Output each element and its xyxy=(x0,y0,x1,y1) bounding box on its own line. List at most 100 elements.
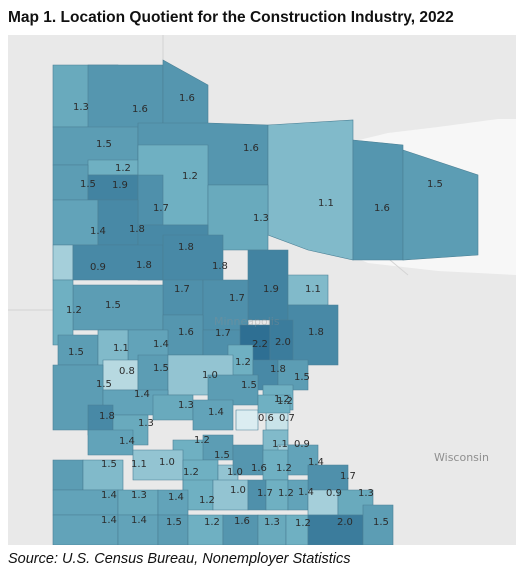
county-lq-label: 1.6 xyxy=(178,327,194,338)
county-lq-label: 1.5 xyxy=(214,450,230,461)
county-lq-label: 1.5 xyxy=(166,517,182,528)
county-lq-label: 1.7 xyxy=(215,328,231,339)
map-title: Map 1. Location Quotient for the Constru… xyxy=(8,9,454,26)
county-lq-label: 1.7 xyxy=(153,203,169,214)
county-region[interactable] xyxy=(235,409,259,431)
county-lq-label: 0.9 xyxy=(326,488,342,499)
county-lq-label: 1.2 xyxy=(115,163,131,174)
county-region[interactable] xyxy=(97,199,139,246)
county-lq-label: 1.3 xyxy=(73,102,89,113)
county-lq-label: 1.6 xyxy=(374,203,390,214)
county-lq-label: 1.2 xyxy=(274,394,290,405)
county-layer xyxy=(52,59,479,545)
county-lq-label: 1.2 xyxy=(194,435,210,446)
county-lq-label: 1.9 xyxy=(263,284,279,295)
county-lq-label: 1.6 xyxy=(132,104,148,115)
county-lq-label: 1.3 xyxy=(264,517,280,528)
county-lq-label: 1.7 xyxy=(174,284,190,295)
county-lq-label: 1.4 xyxy=(308,457,324,468)
county-lq-label: 1.5 xyxy=(80,179,96,190)
county-lq-label: 1.0 xyxy=(227,467,243,478)
county-region[interactable] xyxy=(222,514,259,545)
wisconsin-label: Wisconsin xyxy=(434,451,489,464)
county-region[interactable] xyxy=(117,514,159,545)
county-lq-label: 1.5 xyxy=(101,459,117,470)
county-region[interactable] xyxy=(267,119,354,261)
county-lq-label: 1.3 xyxy=(131,490,147,501)
county-region[interactable] xyxy=(277,359,309,391)
minneapolis-watermark: Minneapolis xyxy=(214,315,280,328)
county-lq-label: 2.2 xyxy=(252,339,268,350)
county-lq-label: 1.5 xyxy=(373,517,389,528)
county-lq-label: 1.4 xyxy=(101,515,117,526)
county-lq-label: 1.1 xyxy=(305,284,321,295)
county-lq-label: 1.1 xyxy=(113,343,129,354)
county-lq-label: 1.4 xyxy=(131,515,147,526)
county-lq-label: 1.6 xyxy=(179,93,195,104)
county-region[interactable] xyxy=(52,199,99,246)
county-lq-label: 2.0 xyxy=(337,517,353,528)
county-lq-label: 1.2 xyxy=(295,518,311,529)
county-lq-label: 1.2 xyxy=(278,488,294,499)
county-lq-label: 1.8 xyxy=(270,364,286,375)
county-lq-label: 1.4 xyxy=(101,490,117,501)
county-region[interactable] xyxy=(52,244,74,281)
county-region[interactable] xyxy=(137,174,164,226)
county-lq-label: 1.5 xyxy=(96,139,112,150)
county-region[interactable] xyxy=(52,514,119,545)
county-region[interactable] xyxy=(362,504,394,545)
county-lq-label: 1.7 xyxy=(229,293,245,304)
county-value-labels: 1.3 1.61.61.5 1.61.21.21.5 1.91.1 1.61.51.71… xyxy=(66,93,443,529)
county-region[interactable] xyxy=(257,514,287,545)
county-region[interactable] xyxy=(307,514,364,545)
county-lq-label: 1.2 xyxy=(199,495,215,506)
county-lq-label: 1.3 xyxy=(358,488,374,499)
county-lq-label: 1.5 xyxy=(294,372,310,383)
county-lq-label: 1.7 xyxy=(257,488,273,499)
county-lq-label: 1.4 xyxy=(119,436,135,447)
county-lq-label: 1.2 xyxy=(235,357,251,368)
county-lq-label: 0.7 xyxy=(279,413,295,424)
county-lq-label: 1.8 xyxy=(178,242,194,253)
county-lq-label: 1.1 xyxy=(272,439,288,450)
county-lq-label: 1.0 xyxy=(159,457,175,468)
county-lq-label: 1.5 xyxy=(105,300,121,311)
county-lq-label: 1.1 xyxy=(318,198,334,209)
minnesota-county-map[interactable]: Wisconsin Minneapolis 1.3 1.6 1.6 1.5 1.6 1.2… xyxy=(8,35,516,545)
county-lq-label: 1.4 xyxy=(208,407,224,418)
county-lq-label: 0.6 xyxy=(258,413,274,424)
county-region[interactable] xyxy=(157,514,189,545)
county-region[interactable] xyxy=(187,514,224,545)
county-lq-label: 1.2 xyxy=(277,396,293,407)
county-lq-label: 1.4 xyxy=(153,339,169,350)
county-lq-label: 1.5 xyxy=(241,380,257,391)
county-lq-label: 1.6 xyxy=(251,463,267,474)
county-lq-label: 1.2 xyxy=(276,463,292,474)
county-lq-label: 1.4 xyxy=(298,487,314,498)
county-lq-label: 2.0 xyxy=(275,337,291,348)
county-lq-label: 1.3 xyxy=(178,400,194,411)
county-region[interactable] xyxy=(257,394,291,414)
county-lq-label: 1.5 xyxy=(153,363,169,374)
county-lq-label: 0.9 xyxy=(90,262,106,273)
county-lq-label: 1.6 xyxy=(234,516,250,527)
county-lq-label: 0.8 xyxy=(119,366,135,377)
county-lq-label: 1.2 xyxy=(66,305,82,316)
county-lq-label: 1.1 xyxy=(131,459,147,470)
county-lq-label: 1.5 xyxy=(427,179,443,190)
county-lq-label: 1.6 xyxy=(243,143,259,154)
map-frame[interactable]: Wisconsin Minneapolis 1.3 1.6 1.6 1.5 1.6 1.2… xyxy=(8,35,516,545)
county-lq-label: 1.2 xyxy=(183,467,199,478)
source-note: Source: U.S. Census Bureau, Nonemployer … xyxy=(8,551,351,567)
county-lq-label: 1.7 xyxy=(340,471,356,482)
county-lq-label: 1.0 xyxy=(230,485,246,496)
county-region[interactable] xyxy=(87,64,164,131)
county-region[interactable] xyxy=(402,149,479,261)
county-lq-label: 1.5 xyxy=(96,379,112,390)
county-lq-label: 1.3 xyxy=(138,418,154,429)
county-lq-label: 1.8 xyxy=(99,411,115,422)
county-region[interactable] xyxy=(352,139,404,261)
county-region[interactable] xyxy=(52,459,84,491)
county-region[interactable] xyxy=(192,399,234,431)
county-region[interactable] xyxy=(285,514,309,545)
